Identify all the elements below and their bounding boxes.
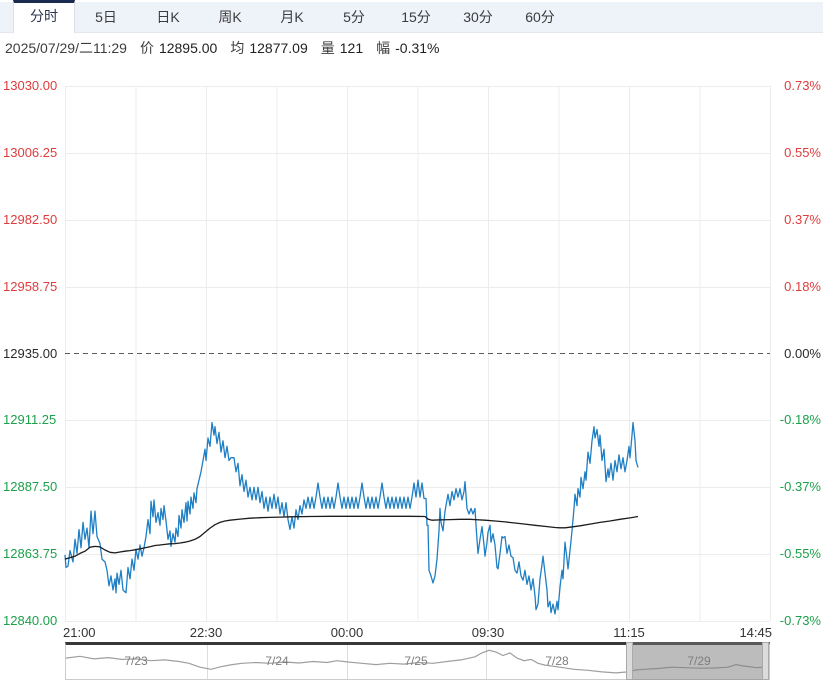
- quote-field: 均 12877.09: [230, 40, 307, 56]
- navigator-selection[interactable]: [626, 642, 769, 680]
- quote-field-value: 12895.00: [158, 40, 218, 56]
- navigator-left-handle[interactable]: [626, 642, 633, 680]
- y-axis-left-label: 12887.50: [3, 479, 58, 495]
- y-axis-right-label: -0.73%: [779, 613, 821, 628]
- period-tab-bar: 分时 5日 日K 周K 月K 5分 15分 30分 60分: [0, 0, 823, 33]
- quote-datetime: 2025/07/29/二11:29: [5, 40, 127, 56]
- y-axis-right-label: -0.55%: [779, 546, 821, 562]
- x-axis-label: 11:15: [613, 625, 645, 640]
- average-line: [64, 515, 639, 560]
- quote-field-label: 价: [139, 40, 154, 56]
- tab-period-3[interactable]: 周K: [218, 9, 242, 25]
- x-axis-label: 22:30: [189, 625, 223, 640]
- quote-fields: 价 12895.00 均 12877.09 量 121 幅 -0.31%: [127, 38, 440, 58]
- quote-field-value: 12877.09: [249, 40, 308, 56]
- y-axis-left-label: 13006.25: [3, 144, 58, 160]
- quote-field-value: -0.31%: [395, 40, 440, 56]
- tab-period-6[interactable]: 15分: [401, 9, 431, 25]
- tab-period-7[interactable]: 30分: [463, 9, 493, 25]
- navigator-date-label: 7/24: [265, 654, 289, 668]
- quote-field: 量 121: [321, 40, 363, 56]
- y-axis-left-label: 12911.25: [3, 412, 57, 428]
- tab-period-8[interactable]: 60分: [525, 9, 555, 25]
- y-axis-right-label: 0.18%: [784, 278, 821, 294]
- date-range-navigator[interactable]: 7/23 7/24 7/25 7/28 7/29: [65, 642, 770, 680]
- y-axis-left-label: 12863.75: [3, 546, 58, 562]
- navigator-date-label: 7/28: [545, 654, 569, 668]
- y-axis-right-label: 0.37%: [784, 211, 821, 227]
- y-axis-left-label: 12935.00: [3, 345, 58, 361]
- tab-period-2[interactable]: 日K: [156, 9, 180, 25]
- y-axis-left-label: 12840.00: [3, 613, 58, 628]
- intraday-chart-plot[interactable]: [64, 86, 771, 622]
- y-axis-left-label: 12982.50: [3, 211, 58, 227]
- price-line: [64, 421, 639, 615]
- quote-field-label: 幅: [376, 40, 391, 56]
- x-axis-label: 09:30: [471, 625, 505, 640]
- y-axis-right-label: 0.55%: [784, 144, 821, 160]
- y-axis-right-label: -0.37%: [779, 479, 821, 495]
- y-axis-right-label: -0.18%: [779, 412, 821, 428]
- x-axis-label: 14:45: [739, 625, 772, 640]
- navigator-right-handle[interactable]: [762, 642, 769, 680]
- quote-field: 幅 -0.31%: [376, 40, 439, 56]
- quote-field: 价 12895.00: [140, 40, 217, 56]
- x-axis-label: 21:00: [63, 625, 96, 640]
- tab-period-5[interactable]: 5分: [343, 9, 365, 25]
- quote-info-bar: 2025/07/29/二11:29 价 12895.00 均 12877.09 量 121…: [0, 33, 823, 63]
- navigator-date-label: 7/25: [404, 654, 428, 668]
- navigator-date-label: 7/29: [687, 654, 711, 668]
- tab-period-1[interactable]: 5日: [95, 9, 117, 25]
- tab-period-4[interactable]: 月K: [280, 9, 304, 25]
- quote-field-label: 量: [320, 40, 335, 56]
- quote-field-label: 均: [230, 40, 245, 56]
- y-axis-left-label: 12958.75: [3, 278, 58, 294]
- quote-field-value: 121: [339, 40, 364, 56]
- y-axis-right-label: 0.00%: [784, 345, 821, 361]
- navigator-date-label: 7/23: [124, 654, 148, 668]
- x-axis-label: 00:00: [330, 625, 364, 640]
- y-axis-right-label: 0.73%: [784, 78, 821, 93]
- y-axis-left-label: 13030.00: [3, 78, 58, 93]
- tab-period-0[interactable]: 分时: [13, 0, 75, 33]
